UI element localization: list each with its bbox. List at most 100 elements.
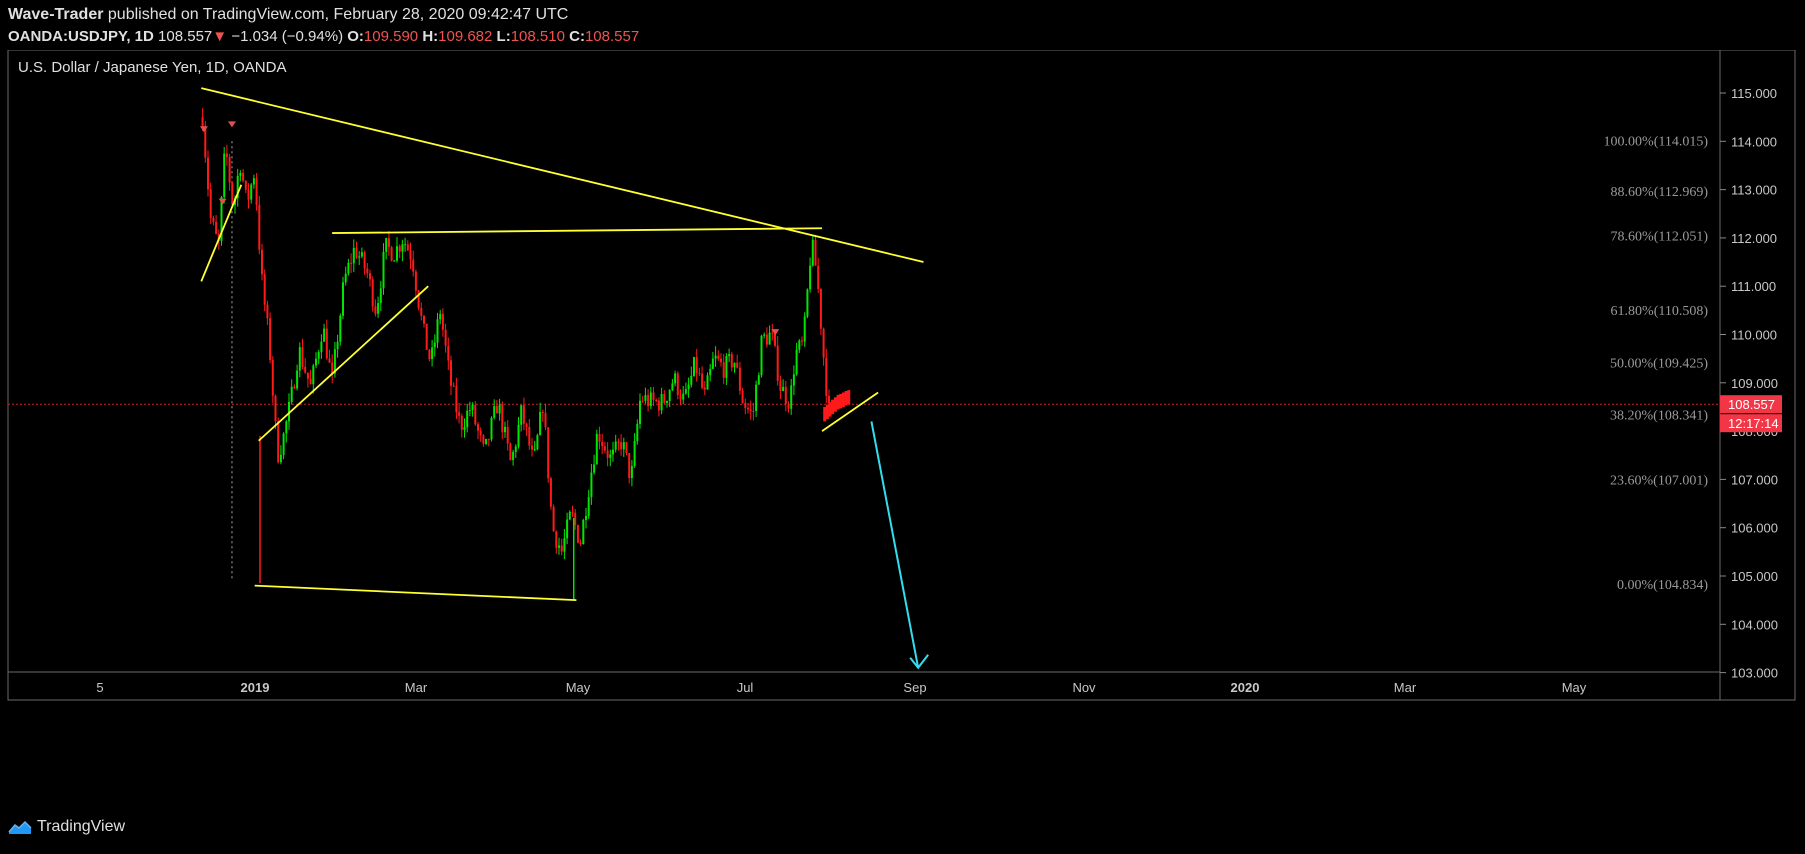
candle-body [695, 357, 698, 374]
candle-body [649, 392, 652, 407]
candle-body [501, 404, 504, 433]
candle-body [660, 393, 663, 411]
candle-body [207, 157, 209, 190]
author-name[interactable]: Wave-Trader [8, 6, 104, 23]
price-axis [1719, 50, 1796, 701]
candle-body [420, 307, 423, 316]
projection-arrow [870, 421, 920, 668]
candle-body [315, 358, 317, 366]
candle-body [398, 246, 401, 252]
projection-bar [833, 397, 837, 412]
candle-body [795, 349, 798, 375]
low-value: 108.510 [510, 28, 565, 45]
tradingview-logo-icon [8, 820, 32, 834]
candle-body [517, 424, 520, 447]
candle-body [225, 153, 228, 158]
candle-body [277, 421, 280, 463]
candle-body [585, 515, 587, 520]
candle-body [663, 393, 666, 403]
candle-body [644, 395, 647, 401]
candle-body [382, 251, 385, 289]
candle-body [747, 408, 749, 410]
candle-body [298, 347, 301, 371]
y-tick-label: 109.000 [1731, 376, 1778, 391]
candle-body [687, 384, 690, 390]
candle-body [617, 441, 620, 443]
candle-body [204, 128, 207, 158]
candle-body [228, 157, 231, 183]
candle-body [223, 153, 226, 198]
y-tick-label: 111.000 [1731, 279, 1776, 294]
candle-body [363, 252, 366, 269]
candle-body [547, 427, 550, 479]
high-value: 109.682 [438, 28, 493, 45]
candle-body [309, 378, 312, 385]
candle-body [336, 341, 339, 350]
projection-bar [823, 406, 827, 422]
candle-body [290, 386, 293, 403]
fib-level-label: 78.60%(112.051) [1611, 229, 1709, 244]
candle-body [450, 360, 452, 386]
trendline [332, 227, 823, 234]
candle-body [242, 172, 245, 181]
candle-body [549, 478, 552, 507]
candle-body [312, 365, 315, 385]
price-chart[interactable]: U.S. Dollar / Japanese Yen, 1D, OANDA 115… [0, 50, 1805, 808]
y-tick-label: 112.000 [1731, 231, 1777, 246]
candle-body [509, 443, 512, 461]
candle-body [406, 244, 409, 251]
ohlc-bar: OANDA:USDJPY, 1D 108.557▼ −1.034 (−0.94%… [8, 28, 639, 45]
y-tick-label: 103.000 [1731, 666, 1778, 681]
candle-body [825, 357, 828, 396]
candle-body [414, 271, 417, 291]
projection-bar [844, 391, 848, 406]
candle-body [360, 252, 363, 257]
candle-body [736, 362, 739, 368]
fib-level-label: 0.00%(104.834) [1617, 578, 1708, 593]
price-change: −1.034 (−0.94%) [231, 28, 344, 45]
countdown-tag-label: 12:17:14 [1728, 416, 1779, 431]
candle-body [320, 341, 323, 353]
candle-body [566, 519, 569, 539]
pivot-marker-icon [771, 329, 780, 336]
candle-body [717, 355, 720, 359]
footer-brand[interactable]: TradingView [8, 818, 125, 836]
candle-body [468, 410, 471, 412]
candle-body [714, 355, 717, 359]
y-tick-label: 110.000 [1731, 328, 1777, 343]
candle-body [601, 441, 604, 447]
candle-body [344, 273, 347, 283]
candle-body [255, 178, 258, 205]
trendline [258, 285, 429, 442]
chart-title: U.S. Dollar / Japanese Yen, 1D, OANDA [18, 59, 286, 76]
candle-body [774, 333, 776, 346]
candle-body [628, 453, 631, 479]
candle-body [590, 472, 593, 498]
candle-body [474, 404, 477, 425]
candle-body [682, 393, 685, 400]
candle-body [455, 386, 458, 413]
candle-body [417, 290, 420, 308]
candle-body [428, 349, 431, 360]
candle-body [579, 542, 582, 545]
plot-area [7, 50, 1721, 673]
candle-body [288, 402, 290, 422]
x-tick-label: 2019 [241, 680, 270, 695]
candle-body [377, 302, 380, 314]
pivot-marker-icon [227, 121, 236, 128]
candle-body [801, 340, 803, 342]
candle-body [755, 384, 758, 411]
candle-body [471, 404, 474, 411]
candle-body [809, 265, 812, 290]
candle-body [366, 268, 369, 274]
candle-body [463, 427, 466, 430]
candle-body [760, 335, 763, 376]
down-arrow-icon: ▼ [212, 28, 228, 45]
candle-body [709, 368, 712, 376]
projection-bar [828, 402, 832, 417]
candle-body [752, 410, 755, 412]
x-tick-label: Mar [405, 680, 428, 695]
candle-body [458, 412, 461, 416]
candle-body [269, 318, 272, 360]
candle-body [555, 531, 558, 548]
